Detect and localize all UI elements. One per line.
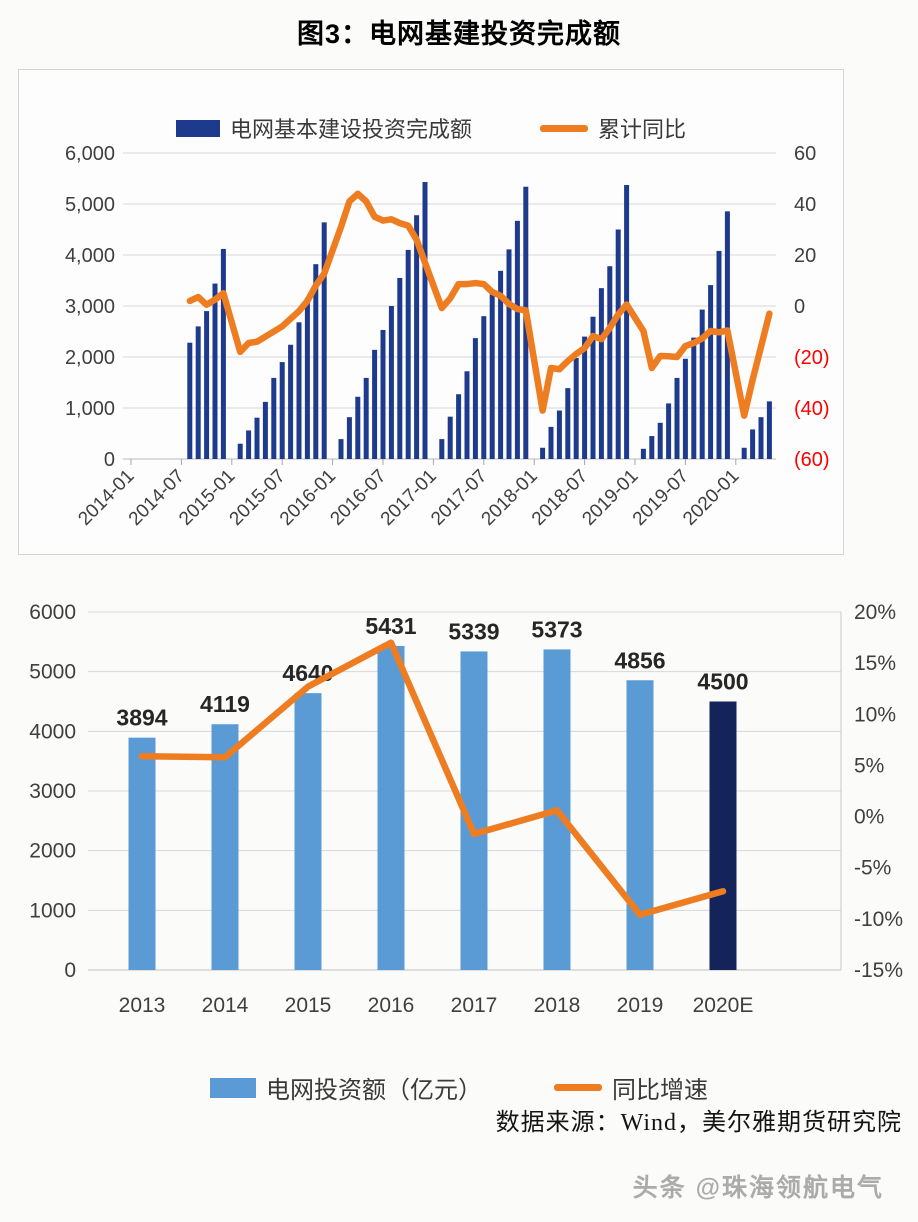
svg-text:2013: 2013 (119, 994, 166, 1017)
bottom-x-axis-labels: 2013 2014 2015 2016 2017 2018 2019 2020E (119, 994, 754, 1017)
legend-item-investment: 电网投资额（亿元） (210, 1070, 482, 1105)
legend-item-growth: 同比增速 (554, 1070, 708, 1105)
svg-text:4640: 4640 (282, 660, 333, 686)
top-gridlines (123, 152, 776, 460)
svg-text:5431: 5431 (365, 613, 416, 639)
svg-text:0%: 0% (854, 806, 884, 829)
svg-text:10%: 10% (854, 703, 896, 726)
monthly-chart-svg: 0 1,000 2,000 3,000 4,000 5,000 6,000 60 40 20 0 (2… (65, 143, 830, 530)
svg-text:2020E: 2020E (693, 994, 754, 1017)
svg-text:4,000: 4,000 (65, 245, 115, 267)
legend-label-bars: 电网基本建设投资完成额 (229, 117, 472, 142)
svg-text:1000: 1000 (29, 899, 76, 922)
annual-chart-legend: 电网投资额（亿元） 同比增速 (0, 1070, 918, 1105)
svg-text:2016: 2016 (368, 994, 415, 1017)
svg-text:20%: 20% (854, 601, 896, 624)
svg-text:0: 0 (794, 296, 805, 318)
svg-text:4500: 4500 (697, 669, 748, 695)
svg-text:2020-01: 2020-01 (679, 466, 743, 530)
svg-text:2018: 2018 (534, 994, 581, 1017)
orange-line-swatch-icon (540, 124, 588, 132)
svg-text:6,000: 6,000 (65, 143, 115, 165)
svg-text:3000: 3000 (29, 780, 76, 803)
monthly-investment-bars (187, 182, 772, 460)
svg-text:2014: 2014 (202, 994, 249, 1017)
svg-text:3894: 3894 (116, 705, 167, 731)
watermark-text: 头条 @珠海领航电气 (632, 1174, 884, 1202)
svg-text:5339: 5339 (448, 618, 499, 644)
navy-bar-swatch-icon (175, 119, 220, 137)
svg-text:5,000: 5,000 (65, 194, 115, 216)
svg-text:4119: 4119 (200, 691, 250, 717)
svg-text:3,000: 3,000 (65, 296, 115, 318)
svg-text:2015: 2015 (285, 994, 332, 1017)
monthly-chart-panel: 0 1,000 2,000 3,000 4,000 5,000 6,000 60 40 20 0 (2… (18, 69, 844, 555)
monthly-chart-legend: 电网基本建设投资完成额 累计同比 (19, 112, 843, 144)
svg-text:5373: 5373 (531, 616, 582, 642)
top-x-axis-labels: 2014-012014-072015-012015-072016-012016-… (74, 459, 743, 530)
legend-label-line: 累计同比 (598, 117, 687, 142)
blue-bar-swatch-icon (210, 1077, 256, 1098)
svg-text:4000: 4000 (29, 720, 76, 743)
svg-text:2000: 2000 (29, 840, 76, 863)
annual-chart-svg: 0 1000 2000 3000 4000 5000 6000 20% 15% 10% 5% 0% -5… (29, 601, 903, 1017)
legend-label-investment: 电网投资额（亿元） (266, 1077, 482, 1104)
svg-text:2017: 2017 (451, 994, 498, 1017)
svg-text:5%: 5% (854, 754, 884, 777)
orange-line-swatch-icon (554, 1084, 602, 1091)
svg-text:-15%: -15% (854, 959, 903, 982)
svg-text:0: 0 (64, 959, 76, 982)
svg-text:(60): (60) (794, 449, 830, 471)
svg-text:40: 40 (794, 194, 816, 216)
bottom-right-axis-labels: 20% 15% 10% 5% 0% -5% -10% -15% (854, 601, 903, 982)
svg-text:4856: 4856 (614, 647, 665, 673)
bottom-left-axis-labels: 0 1000 2000 3000 4000 5000 6000 (29, 601, 76, 982)
svg-text:-10%: -10% (854, 908, 903, 931)
svg-text:2,000: 2,000 (65, 347, 115, 369)
top-left-axis-labels: 0 1,000 2,000 3,000 4,000 5,000 6,000 (65, 143, 115, 471)
svg-text:-5%: -5% (854, 857, 891, 880)
svg-text:60: 60 (794, 143, 816, 165)
annual-bar-value-labels: 3894 4119 4640 5431 5339 5373 4856 4500 (116, 613, 748, 731)
legend-item-bars: 电网基本建设投资完成额 (175, 112, 472, 144)
svg-text:20: 20 (794, 245, 816, 267)
annual-yoy-growth-line (138, 639, 727, 919)
legend-item-line: 累计同比 (540, 112, 686, 144)
svg-text:1,000: 1,000 (65, 398, 115, 420)
data-source-note: 数据来源：Wind，美尔雅期货研究院 (495, 1110, 902, 1136)
svg-text:15%: 15% (854, 652, 896, 675)
svg-text:5000: 5000 (29, 661, 76, 684)
figure-title: 图3：电网基建投资完成额 (296, 19, 621, 49)
svg-text:6000: 6000 (29, 601, 76, 624)
legend-label-growth: 同比增速 (612, 1077, 708, 1104)
svg-text:0: 0 (104, 449, 115, 471)
svg-text:(20): (20) (794, 347, 830, 369)
top-right-axis-labels: 60 40 20 0 (20) (40) (60) (794, 143, 830, 471)
cumulative-yoy-line (186, 190, 773, 419)
svg-text:2019: 2019 (617, 994, 664, 1017)
svg-text:(40): (40) (794, 398, 830, 420)
